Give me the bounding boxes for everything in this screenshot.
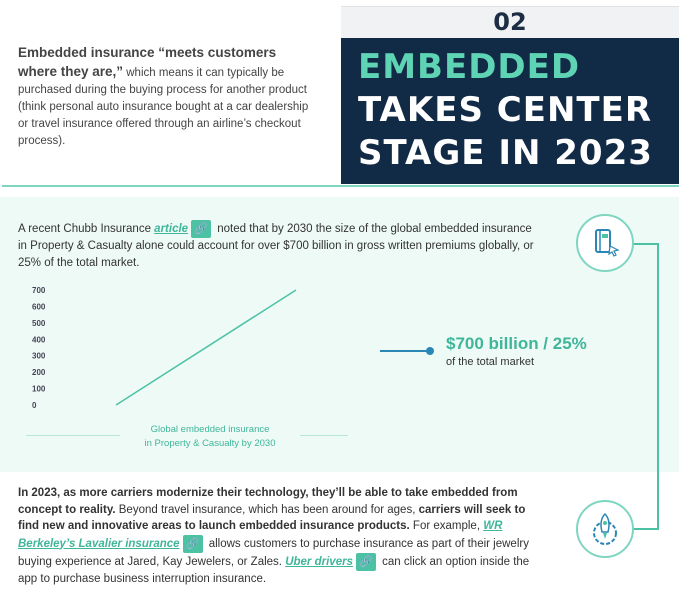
outlook-paragraph: In 2023, as more carriers modernize thei… [18,485,538,587]
connector-vertical [657,243,659,530]
stat-value: $700 billion / 25% [446,334,587,353]
para-prefix: A recent Chubb Insurance [18,223,155,236]
intro-body: which means it can typically be purchase… [18,67,309,147]
stat-panel [0,197,679,472]
section-divider [2,185,679,187]
link-icon[interactable]: 🔗 [355,552,376,571]
connector-top [632,243,658,245]
y-tick-label: 400 [32,335,46,344]
chart-caption: Global embedded insurance in Property & … [120,423,300,451]
section-number-box [341,6,679,39]
chart-series-line [115,289,297,406]
intro-lead: Embedded insurance “meets customers wher… [18,45,277,79]
para-suffix: noted that by 2030 the size of the globa… [18,223,534,270]
p2-s1: In 2023, as more carriers modernize thei… [18,487,518,516]
title-banner [341,38,679,184]
p2-s3: carriers will seek to find new and innov… [18,503,526,533]
article-link[interactable]: article [154,223,189,236]
caption-line-2: in Property & Casualty by 2030 [144,438,276,449]
y-tick-label: 100 [32,385,46,394]
y-tick-label: 600 [32,302,46,311]
intro-paragraph: Embedded insurance “meets customers wher… [18,44,318,150]
p2-s6: can click an option inside the app to pu… [18,555,530,585]
p2-s5: allows customers to purchase insurance a… [18,537,529,568]
stat-pointer-line [380,350,428,352]
caption-line-1: Global embedded insurance [150,424,270,435]
lavalier-link[interactable]: WR Berkeley’s Lavalier insurance [18,520,503,550]
stat-pointer-dot [426,347,434,355]
p2-s2: Beyond travel insurance, which has been … [115,503,419,516]
y-tick-label: 700 [32,286,46,295]
y-tick-label: 200 [32,368,46,377]
title-line-2: TAKES CENTER [358,90,652,130]
uber-drivers-link[interactable]: Uber drivers [285,555,353,568]
link-icon[interactable]: 🔗 [182,534,203,553]
connector-bottom [632,528,659,530]
stat-caption: of the total market [446,356,535,368]
chubb-paragraph: A recent Chubb Insurance article 🔗 noted … [18,220,538,272]
link-icon[interactable]: 🔗 [191,220,212,238]
y-tick-label: 0 [32,401,37,410]
section-number: 02 [493,8,527,36]
y-tick-label: 300 [32,352,46,361]
title-line-1: EMBEDDED [358,47,581,87]
book-cursor-icon [576,214,634,272]
rocket-gear-icon [576,500,634,558]
growth-chart: 700 600 500 400 300 200 100 0 [32,286,297,410]
p2-s4: For example, [409,520,484,532]
y-tick-label: 500 [32,319,46,328]
title-line-3: STAGE IN 2023 [358,133,653,173]
